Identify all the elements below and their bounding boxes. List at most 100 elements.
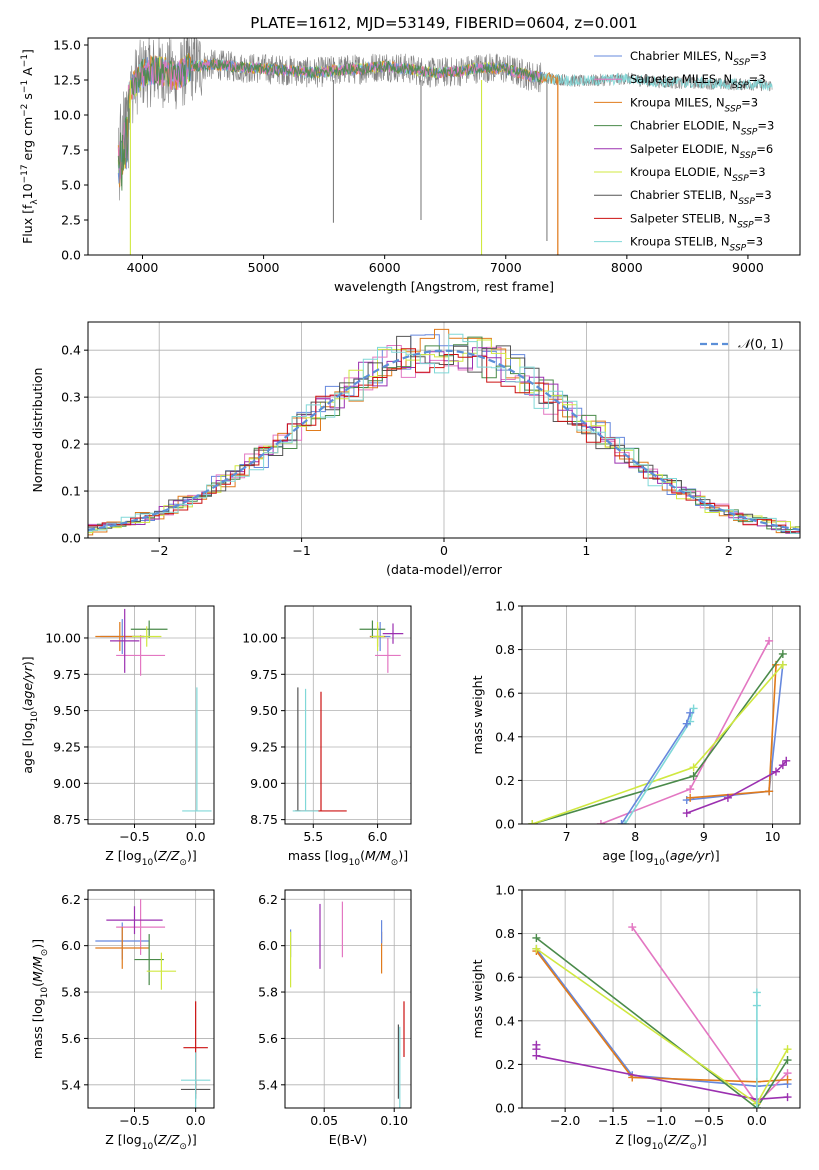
y-axis-label-part: −17 xyxy=(20,164,30,183)
mass-weight-vs-Z-plot-area xyxy=(532,923,792,1108)
y-tick-label: 8.75 xyxy=(250,812,278,827)
mass-weight-marker xyxy=(783,1045,792,1054)
x-axis-label-part: ⊙ xyxy=(179,1142,187,1152)
x-tick-label: 0.10 xyxy=(380,1113,408,1128)
mass-weight-vs-Z-panel: −2.0 −1.5 −1.0 −0.5 0.0 0.0 0.2 0.4 0.6 0.8 1.0 mas… xyxy=(470,883,801,1152)
legend-entry: Kroupa MILES, NSSP=3 xyxy=(630,95,758,114)
mass-weight-marker xyxy=(689,704,698,713)
spectrum-panel: 4000 5000 6000 7000 8000 9000 0.0 2.5 5.0 7.5 10.0… xyxy=(20,37,801,294)
y-axis-label-part: 10 xyxy=(30,711,40,723)
y-tick-label: 6.0 xyxy=(61,938,81,953)
x-axis-label: Z [log10(Z/Z⊙)] xyxy=(105,848,196,868)
x-axis-label-part: )] xyxy=(187,1132,197,1147)
y-tick-label: 0.0 xyxy=(61,248,81,263)
legend-entry-part: SSP xyxy=(725,104,742,114)
mass-weight-marker xyxy=(689,772,698,781)
x-tick-label: −2.0 xyxy=(550,1113,580,1128)
legend-entry-part: SSP xyxy=(730,244,747,254)
legend-entry-part: Chabrier ELODIE, N xyxy=(630,119,741,133)
legend-entry-part: =3 xyxy=(750,49,767,63)
x-axis-label-part: ( xyxy=(153,848,158,863)
x-axis-label: E(B-V) xyxy=(329,1132,368,1147)
y-tick-label: 9.25 xyxy=(53,739,81,754)
x-axis-label-part: 10 xyxy=(142,858,154,868)
y-axis-label-part: age [log xyxy=(20,722,35,773)
x-axis-label-part: wavelength [Angstrom, rest frame] xyxy=(334,279,554,294)
y-tick-label: 0.8 xyxy=(495,926,515,941)
mass-weight-marker xyxy=(528,820,537,824)
legend-entry-part: SSP xyxy=(741,128,758,138)
y-tick-label: 1.0 xyxy=(495,599,515,614)
x-axis-label-part: M/M xyxy=(365,848,391,863)
age-vs-mass-panel: 5.5 6.0 8.75 9.00 9.25 9.50 9.75 10.00 mass [log… xyxy=(242,605,412,868)
x-axis-label-part: (data-model)/error xyxy=(386,562,503,577)
x-tick-label: −1.0 xyxy=(646,1113,676,1128)
y-tick-label: 0.3 xyxy=(61,390,81,405)
x-tick-label: 9 xyxy=(700,829,708,844)
legend-entry-part: Salpeter MILES, N xyxy=(630,72,732,86)
y-tick-label: 10.00 xyxy=(45,630,81,645)
legend-entry-part: =3 xyxy=(755,188,772,202)
residual-histogram xyxy=(88,333,800,534)
x-axis-label: Z [log10(Z/Z⊙)] xyxy=(615,1132,706,1152)
mass-weight-line xyxy=(535,937,789,1108)
x-axis-label-part: )] xyxy=(710,848,720,863)
x-tick-label: −0.5 xyxy=(119,829,149,844)
x-axis-label-part: Z [log xyxy=(105,1132,141,1147)
mass-weight-marker xyxy=(532,1040,541,1049)
y-tick-label: 12.5 xyxy=(53,73,81,88)
x-tick-label: −1.5 xyxy=(598,1113,628,1128)
y-tick-label: 0.1 xyxy=(61,484,81,499)
y-tick-label: 0.4 xyxy=(495,1013,515,1028)
y-tick-label: 9.50 xyxy=(53,703,81,718)
mass-weight-marker xyxy=(778,761,787,770)
mass-vs-ebv-panel: 0.05 0.10 5.4 5.6 5.8 6.0 6.2 E(B-V) xyxy=(258,889,412,1147)
x-axis-label-part: Z/Z xyxy=(157,848,180,863)
mass-weight-marker xyxy=(723,793,732,802)
x-tick-label: 8 xyxy=(631,829,639,844)
y-tick-label: 0.0 xyxy=(61,531,81,546)
x-tick-label: 5000 xyxy=(248,260,280,275)
legend-entry: Chabrier ELODIE, NSSP=3 xyxy=(630,119,774,138)
spectrum-plot-area xyxy=(117,38,773,255)
x-axis-label-part: Z/Z xyxy=(157,1132,180,1147)
mass-weight-vs-age-panel: 7 8 9 10 0.0 0.2 0.4 0.6 0.8 1.0 mass weight age [l… xyxy=(470,599,801,868)
mass-weight-marker xyxy=(532,944,541,953)
y-tick-label: 0.2 xyxy=(495,773,515,788)
x-tick-label: −0.5 xyxy=(694,1113,724,1128)
y-axis-label-part: mass [log xyxy=(30,998,45,1059)
y-tick-label: 6.0 xyxy=(258,938,278,953)
model-spectrum-line xyxy=(117,57,543,179)
y-axis-label-part: ( xyxy=(30,982,45,987)
y-tick-label: 6.2 xyxy=(61,892,81,907)
x-axis-label-part: E(B-V) xyxy=(329,1132,368,1147)
mass-vs-ebv-plot-area xyxy=(290,901,405,1108)
legend-entry-part: =3 xyxy=(746,235,763,249)
x-axis-label-part: 10 xyxy=(142,1142,154,1152)
legend-entry-part: =3 xyxy=(757,119,774,133)
y-tick-label: 5.4 xyxy=(61,1077,81,1092)
x-axis-label-part: mass [log xyxy=(288,848,349,863)
x-axis-label-part: 10 xyxy=(349,858,361,868)
y-tick-label: 10.00 xyxy=(242,630,278,645)
y-tick-label: 5.6 xyxy=(258,1031,278,1046)
y-axis-label-part: A xyxy=(20,67,35,80)
mass-weight-marker xyxy=(752,988,761,997)
x-axis-label: (data-model)/error xyxy=(386,562,503,577)
legend-entry-part: Chabrier STELIB, N xyxy=(630,188,738,202)
y-axis-label-part: λ xyxy=(30,199,40,205)
x-tick-label: 2 xyxy=(725,543,733,558)
mass-weight-marker xyxy=(783,1056,792,1065)
legend-entry-part: SSP xyxy=(732,174,749,184)
y-tick-label: 5.4 xyxy=(258,1077,278,1092)
mass-weight-marker xyxy=(620,820,629,824)
y-tick-label: 15.0 xyxy=(53,38,81,53)
mass-weight-marker xyxy=(686,708,695,717)
residuals-panel: −2 −1 0 1 2 0.0 0.1 0.2 0.3 0.4 𝒩(0, 1) (data-model… xyxy=(30,321,801,577)
x-axis-label-part: Z [log xyxy=(105,848,141,863)
y-tick-label: 9.75 xyxy=(53,667,81,682)
legend-entry: Salpeter ELODIE, NSSP=6 xyxy=(630,142,773,161)
legend-entry-part: Salpeter STELIB, N xyxy=(630,211,737,225)
x-axis-label: mass [log10(M/M⊙)] xyxy=(288,848,408,868)
age-vs-Z-plot-area xyxy=(95,608,212,812)
